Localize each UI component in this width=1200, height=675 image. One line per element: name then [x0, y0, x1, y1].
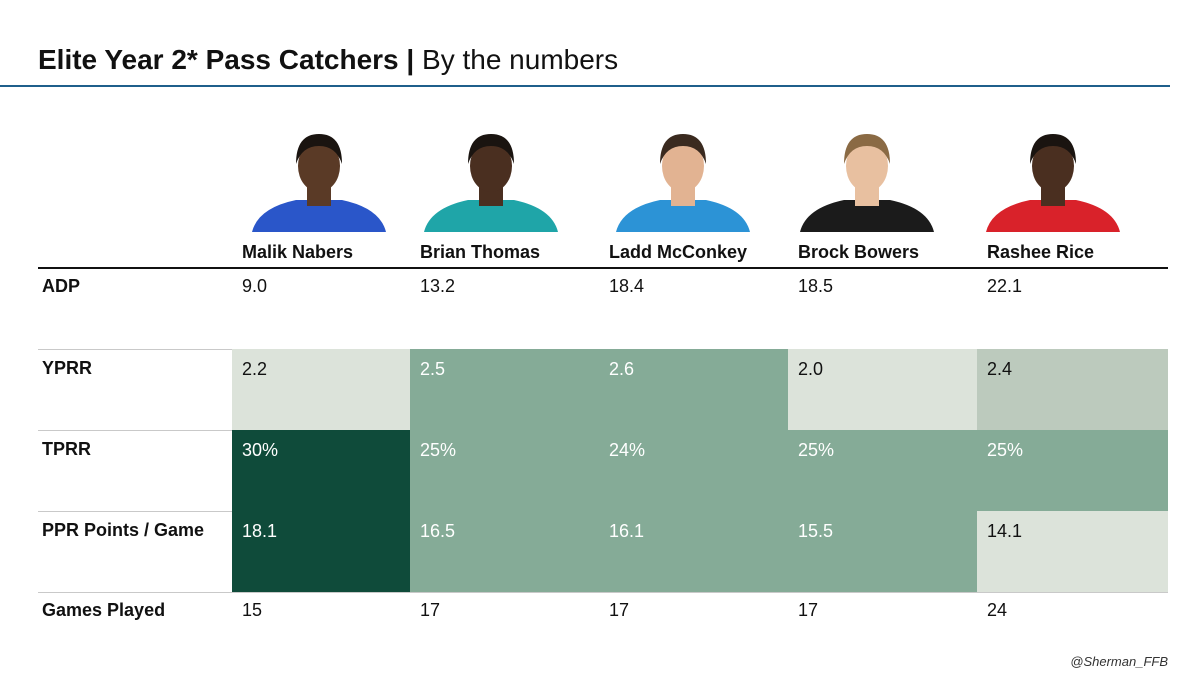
- tprr-cell: 25%: [410, 430, 599, 511]
- jersey-shape: [424, 200, 558, 232]
- yprr-cell: 2.2: [232, 349, 410, 430]
- ppr-value: 18.1: [242, 521, 278, 541]
- ppr-value: 16.5: [420, 521, 456, 541]
- author-handle: @Sherman_FFB: [1070, 654, 1168, 669]
- face-shape: [846, 140, 888, 192]
- tprr-cell: 25%: [788, 430, 977, 511]
- face-shape: [470, 140, 512, 192]
- page-title: Elite Year 2* Pass Catchers | By the num…: [38, 44, 618, 76]
- hair-shape: [1030, 134, 1076, 164]
- yprr-value: 2.2: [242, 359, 268, 379]
- ppr-value: 14.1: [987, 521, 1023, 541]
- yprr-cell: 2.5: [410, 349, 599, 430]
- ppr-value: 16.1: [609, 521, 645, 541]
- adp-value: 18.5: [798, 276, 834, 296]
- hair-shape: [660, 134, 706, 164]
- face-shape: [662, 140, 704, 192]
- player-name: Brian Thomas: [420, 242, 541, 262]
- header-divider: [38, 267, 1168, 269]
- row-divider: [38, 592, 1168, 593]
- games-value: 17: [609, 600, 630, 620]
- games-value: 17: [798, 600, 819, 620]
- tprr-value: 24%: [609, 440, 646, 460]
- player-photo-thomas: [416, 128, 566, 232]
- adp-value: 9.0: [242, 276, 268, 296]
- tprr-value: 30%: [242, 440, 279, 460]
- row-label-tprr: TPRR: [42, 439, 91, 459]
- ppr-value: 15.5: [798, 521, 834, 541]
- yprr-value: 2.4: [987, 359, 1013, 379]
- tprr-value: 25%: [420, 440, 457, 460]
- tprr-cell: 30%: [232, 430, 410, 511]
- player-name: Ladd McConkey: [609, 242, 748, 262]
- yprr-cell: 2.6: [599, 349, 788, 430]
- jersey-shape: [252, 200, 386, 232]
- jersey-shape: [616, 200, 750, 232]
- jersey-shape: [800, 200, 934, 232]
- tprr-value: 25%: [987, 440, 1024, 460]
- row-label-ppr: PPR Points / Game: [42, 520, 205, 540]
- ppr-cell: 16.1: [599, 511, 788, 592]
- player-name: Rashee Rice: [987, 242, 1095, 262]
- hair-shape: [468, 134, 514, 164]
- title-divider: [0, 85, 1170, 87]
- yprr-cell: 2.4: [977, 349, 1168, 430]
- hair-shape: [296, 134, 342, 164]
- player-name: Brock Bowers: [798, 242, 920, 262]
- hair-shape: [844, 134, 890, 164]
- yprr-value: 2.5: [420, 359, 446, 379]
- face-shape: [298, 140, 340, 192]
- games-value: 24: [987, 600, 1008, 620]
- ppr-cell: 14.1: [977, 511, 1168, 592]
- player-photo-mcconkey: [608, 128, 758, 232]
- row-label-adp: ADP: [42, 276, 81, 296]
- player-photo-rice: [978, 128, 1128, 232]
- face-shape: [1032, 140, 1074, 192]
- ppr-cell: 18.1: [232, 511, 410, 592]
- title-bold: Elite Year 2* Pass Catchers |: [38, 44, 415, 75]
- games-value: 17: [420, 600, 441, 620]
- ppr-cell: 16.5: [410, 511, 599, 592]
- tprr-cell: 25%: [977, 430, 1168, 511]
- player-name: Malik Nabers: [242, 242, 354, 262]
- row-label-games: Games Played: [42, 600, 166, 620]
- yprr-value: 2.6: [609, 359, 635, 379]
- title-subtitle: By the numbers: [422, 44, 619, 75]
- jersey-shape: [986, 200, 1120, 232]
- yprr-cell: 2.0: [788, 349, 977, 430]
- player-photo-nabers: [244, 128, 394, 232]
- tprr-cell: 24%: [599, 430, 788, 511]
- adp-value: 22.1: [987, 276, 1023, 296]
- yprr-value: 2.0: [798, 359, 824, 379]
- games-value: 15: [242, 600, 263, 620]
- tprr-value: 25%: [798, 440, 835, 460]
- adp-value: 18.4: [609, 276, 645, 296]
- player-photo-bowers: [792, 128, 942, 232]
- row-label-yprr: YPRR: [42, 358, 93, 378]
- adp-value: 13.2: [420, 276, 456, 296]
- ppr-cell: 15.5: [788, 511, 977, 592]
